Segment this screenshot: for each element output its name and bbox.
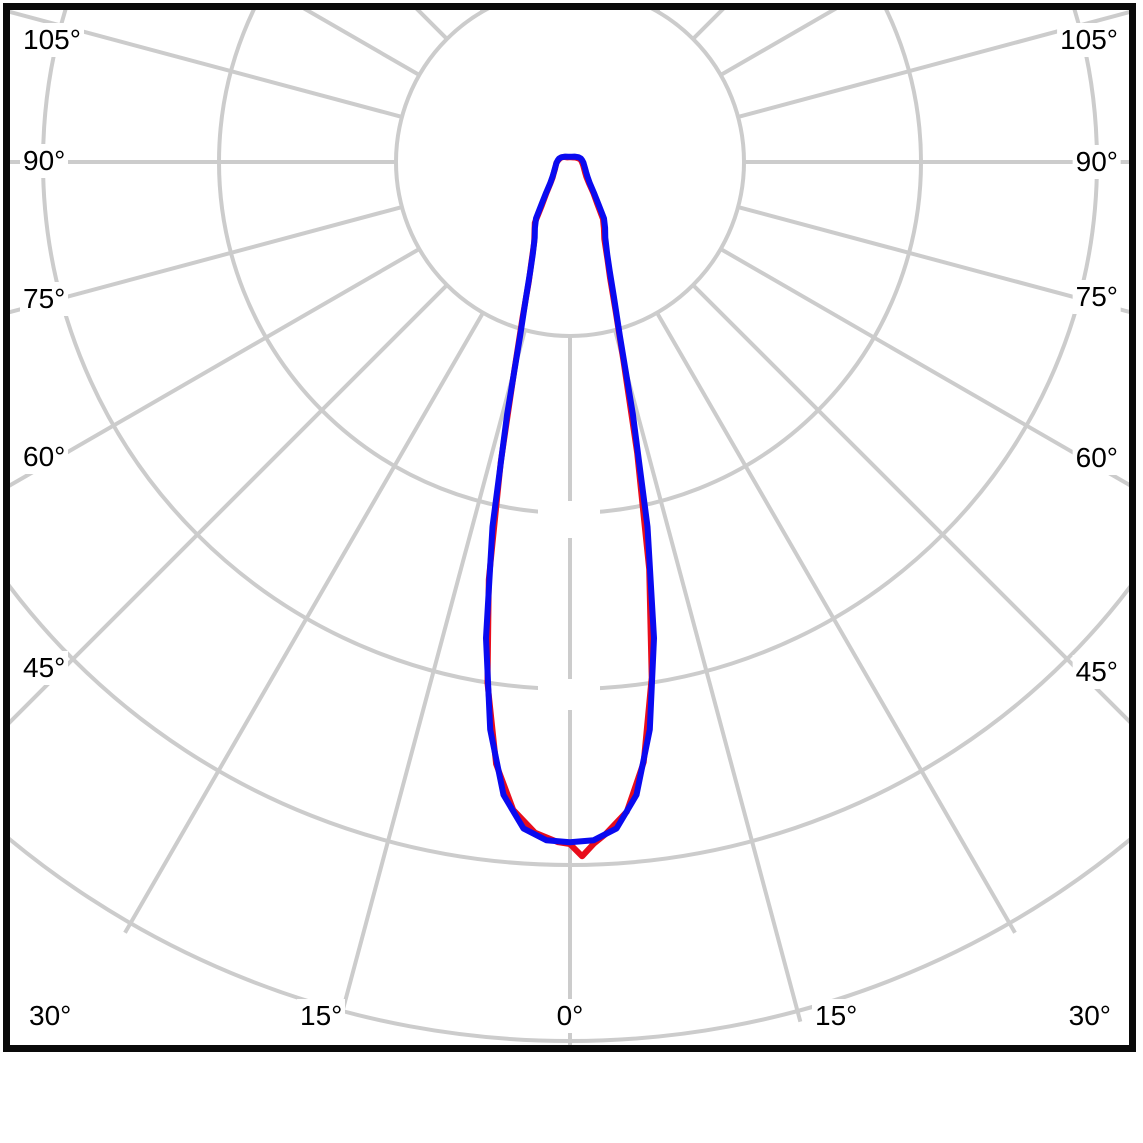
angle-label-bottom-30-left: 30° [26,999,75,1033]
angle-label-bottom-15-left: 15° [297,999,346,1033]
curve-c90-c270 [483,153,657,846]
polar-grid-svg [10,10,1129,1045]
angle-label-right-75: 75° [1072,280,1121,314]
angle-label-left-90: 90° [20,144,69,178]
angle-label-left-60: 60° [20,440,69,474]
angle-label-right-60: 60° [1072,441,1121,475]
angle-label-bottom-15-right: 15° [812,999,861,1033]
angle-label-left-75: 75° [20,282,69,316]
angle-label-left-105: 105° [20,23,84,57]
angle-label-left-45: 45° [20,651,69,685]
angle-label-right-45: 45° [1072,655,1121,689]
angle-label-right-105: 105° [1057,23,1121,57]
caption-area: cd/klm C0 - C180 C90 - C270 η=100% [0,1053,1143,1143]
angle-label-bottom-30-right: 30° [1065,999,1114,1033]
angle-label-bottom-0: 0° [553,999,587,1033]
ring-label-boxes [538,501,600,710]
angle-label-right-90: 90° [1072,145,1121,179]
intensity-curves [483,153,657,860]
